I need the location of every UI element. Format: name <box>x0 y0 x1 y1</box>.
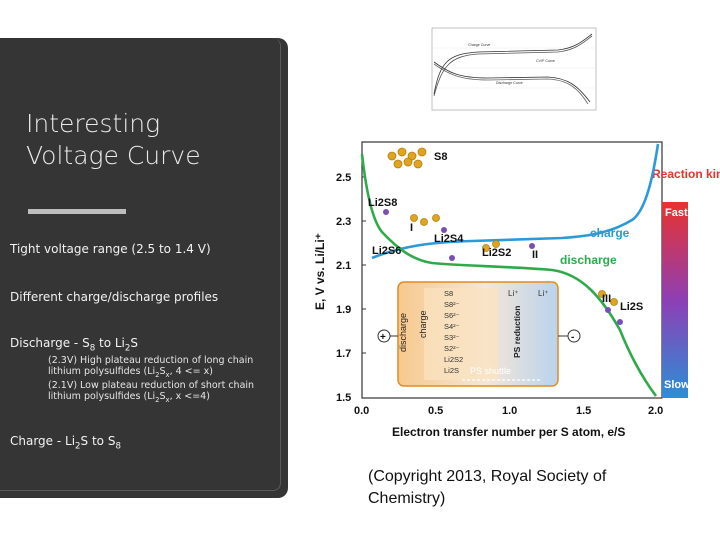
bullet-discharge: Discharge - S8 to Li2S <box>10 336 139 354</box>
stage-ii: II <box>532 249 538 261</box>
inset-ps-6: Li2S2 <box>444 355 463 364</box>
title-line-2: Voltage Curve <box>26 141 201 170</box>
charge-label: charge <box>590 226 630 240</box>
discharge-curve <box>360 153 658 397</box>
y-tick-1-7: 1.7 <box>336 348 351 360</box>
charge-curve <box>371 143 660 260</box>
inset-discharge: discharge <box>398 313 408 352</box>
thumb-discharge-label: Discharge Curve <box>496 81 523 85</box>
voltage-curve-figure: E, V vs. Li/Li⁺ 2.5 2.3 2.1 1.9 1.7 1.5 … <box>313 141 720 439</box>
kinetics-slow: Slow <box>664 379 690 391</box>
inset-ps-0: S8 <box>444 289 453 298</box>
y-tick-2-1: 2.1 <box>336 260 351 272</box>
slide-title: Interesting Voltage Curve <box>26 108 201 172</box>
inset-ps-3: S4²⁻ <box>444 322 460 331</box>
inset-charge: charge <box>418 310 428 338</box>
panel-border <box>0 38 281 491</box>
title-line-1: Interesting <box>26 109 161 138</box>
x-axis-label: Electron transfer number per S atom, e/S <box>392 425 625 439</box>
thumb-charge-label: Charge Curve <box>468 43 490 47</box>
title-divider <box>28 209 126 214</box>
text-panel <box>0 38 288 498</box>
label-li2s: Li2S <box>620 301 643 313</box>
label-li2s6: Li2S6 <box>372 245 401 257</box>
inset-ps-7: Li2S <box>444 366 459 375</box>
label-li2s2: Li2S2 <box>482 247 511 259</box>
y-tick-1-5: 1.5 <box>336 392 351 404</box>
bullet-charge: Charge - Li2S to S8 <box>10 434 121 452</box>
kinetics-title: Reaction kinetics <box>652 167 720 181</box>
bullet-voltage-range: Tight voltage range (2.5 to 1.4 V) <box>10 242 211 256</box>
kinetics-fast: Fast <box>665 207 688 219</box>
thumbnail-voltage-graph: Charge Curve Discharge Curve CV/P Curve <box>431 27 597 111</box>
y-tick-1-9: 1.9 <box>336 304 351 316</box>
thumb-cv-label: CV/P Curve <box>536 59 555 63</box>
y-tick-2-3: 2.3 <box>336 216 351 228</box>
stage-iii: III <box>602 293 611 305</box>
copyright-note: (Copyright 2013, Royal Society of Chemis… <box>368 468 607 507</box>
svg-text:-: - <box>571 332 574 343</box>
x-tick-1-0: 1.0 <box>502 405 517 417</box>
x-tick-0-0: 0.0 <box>354 405 369 417</box>
label-li2s8: Li2S8 <box>368 197 397 209</box>
inset-ps-5: S2²⁻ <box>444 344 460 353</box>
discharge-label: discharge <box>560 253 617 267</box>
x-tick-1-5: 1.5 <box>576 405 591 417</box>
kinetics-gradient-bar <box>662 202 688 398</box>
y-tick-2-5: 2.5 <box>336 172 351 184</box>
inset-ps-reduction: PS reduction <box>512 306 522 358</box>
stage-i: I <box>410 222 413 234</box>
inset-ps-shuttle: PS shuttle <box>470 366 511 376</box>
x-tick-2-0: 2.0 <box>648 405 663 417</box>
inset-ps-4: S3²⁻ <box>444 333 460 342</box>
bullet-profiles: Different charge/discharge profiles <box>10 290 219 304</box>
y-axis-label: E, V vs. Li/Li⁺ <box>313 233 327 310</box>
label-li2s4: Li2S4 <box>434 233 464 245</box>
label-s8: S8 <box>434 151 447 163</box>
inset-li-plus: Li⁺ <box>538 289 548 298</box>
inset-ps-1: S8²⁻ <box>444 300 460 309</box>
subpoint-high-plateau: (2.3V) High plateau reduction of long ch… <box>48 355 254 379</box>
subpoint-low-plateau: (2.1V) Low plateau reduction of short ch… <box>48 380 255 404</box>
inset-ps-2: S6²⁻ <box>444 311 460 320</box>
inset-li-ion: Li⁺ <box>508 289 518 298</box>
svg-text:+: + <box>380 332 386 343</box>
x-tick-0-5: 0.5 <box>428 405 443 417</box>
